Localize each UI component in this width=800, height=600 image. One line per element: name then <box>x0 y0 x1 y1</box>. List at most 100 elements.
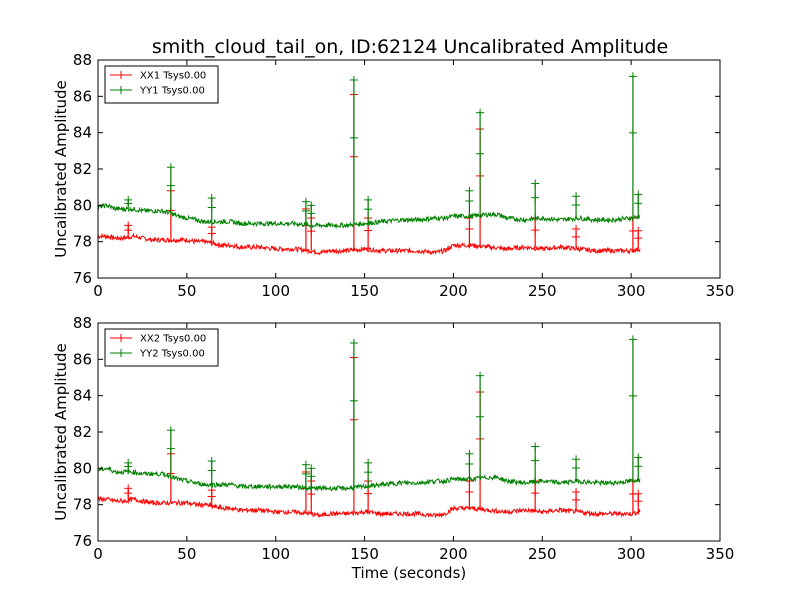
data-point-marker <box>465 487 474 496</box>
legend-label: XX1 Tsys0.00 <box>140 71 206 82</box>
y-tick-label: 80 <box>73 196 92 214</box>
data-point-marker <box>364 205 373 214</box>
series-xx <box>98 353 643 519</box>
data-point-marker <box>465 449 474 458</box>
data-point-marker <box>634 462 643 471</box>
data-point-marker <box>628 391 637 400</box>
data-point-marker <box>364 468 373 477</box>
data-point-marker <box>349 75 358 84</box>
data-point-marker <box>572 455 581 464</box>
chart-title: smith_cloud_tail_on, ID:62124 Uncalibrat… <box>152 36 668 58</box>
x-tick-label: 0 <box>93 282 103 300</box>
legend-entry: YY2 Tsys0.00 <box>110 349 205 360</box>
data-point-marker <box>301 197 310 206</box>
data-point-marker <box>531 226 540 235</box>
data-point-marker <box>364 458 373 467</box>
data-point-marker <box>207 229 216 238</box>
data-point-marker <box>531 442 540 451</box>
data-point-marker <box>465 196 474 205</box>
data-point-marker <box>572 192 581 201</box>
data-point-marker <box>349 133 358 142</box>
x-tick-label: 350 <box>706 282 735 300</box>
series-yy <box>98 72 643 230</box>
legend-label: YY2 Tsys0.00 <box>139 349 205 360</box>
y-tick-label: 86 <box>73 350 92 368</box>
data-point-marker <box>166 444 175 453</box>
y-tick-label: 88 <box>73 51 92 69</box>
series-line <box>98 232 641 256</box>
data-point-marker <box>124 226 133 235</box>
y-tick-label: 78 <box>73 233 92 251</box>
data-point-marker <box>364 195 373 204</box>
data-point-marker <box>476 412 485 421</box>
series-yy <box>98 335 643 492</box>
legend: XX2 Tsys0.00 YY2 Tsys0.00 <box>104 328 219 367</box>
x-tick-label: 300 <box>617 545 646 563</box>
data-point-marker <box>572 495 581 504</box>
x-tick-label: 150 <box>350 545 379 563</box>
subplot-bottom: 0 50 100 150 200 250 300 350 76 78 80 82 84 86 88Uncal… <box>52 314 734 582</box>
data-point-marker <box>124 462 133 471</box>
data-point-marker <box>349 338 358 347</box>
subplot-top: 0 50 100 150 200 250 300 350 76 78 80 82 84 86 88Uncal… <box>52 51 734 300</box>
y-tick-label: 76 <box>73 532 92 550</box>
y-axis-label: Uncalibrated Amplitude <box>52 80 70 257</box>
data-point-marker <box>364 489 373 498</box>
y-tick-label: 82 <box>73 423 92 441</box>
data-point-marker <box>476 371 485 380</box>
data-point-marker <box>634 497 643 506</box>
legend-entry: XX2 Tsys0.00 <box>110 334 206 345</box>
data-point-marker <box>634 226 643 235</box>
y-tick-label: 80 <box>73 459 92 477</box>
data-point-marker <box>465 186 474 195</box>
legend-label: XX2 Tsys0.00 <box>140 334 206 345</box>
data-point-marker <box>572 201 581 210</box>
data-point-marker <box>207 203 216 212</box>
x-tick-label: 350 <box>706 545 735 563</box>
x-tick-label: 0 <box>93 545 103 563</box>
data-point-marker <box>465 224 474 233</box>
data-point-marker <box>634 489 643 498</box>
data-point-marker <box>207 457 216 466</box>
data-point-marker <box>307 464 316 473</box>
data-point-marker <box>364 226 373 235</box>
y-tick-label: 84 <box>73 124 92 142</box>
legend-entry: YY1 Tsys0.00 <box>110 86 205 97</box>
legend-box <box>104 328 219 367</box>
data-point-marker <box>307 201 316 210</box>
data-point-marker <box>307 490 316 499</box>
data-point-marker <box>572 224 581 233</box>
x-tick-label: 50 <box>177 282 196 300</box>
data-point-marker <box>166 163 175 172</box>
data-point-marker <box>124 199 133 208</box>
series-line <box>98 465 641 492</box>
data-point-marker <box>628 128 637 137</box>
data-point-marker <box>476 149 485 158</box>
x-tick-label: 100 <box>261 282 290 300</box>
data-point-marker <box>572 487 581 496</box>
x-tick-label: 200 <box>439 545 468 563</box>
data-point-marker <box>634 190 643 199</box>
x-tick-label: 250 <box>528 545 557 563</box>
data-point-marker <box>572 464 581 473</box>
data-point-marker <box>531 179 540 188</box>
series-line <box>98 495 641 519</box>
data-point-marker <box>124 489 133 498</box>
y-tick-label: 76 <box>73 269 92 287</box>
y-tick-label: 78 <box>73 496 92 514</box>
y-tick-label: 88 <box>73 314 92 332</box>
data-point-marker <box>628 335 637 344</box>
data-point-marker <box>301 206 310 215</box>
data-point-marker <box>465 459 474 468</box>
data-point-marker <box>301 460 310 469</box>
data-point-marker <box>531 193 540 202</box>
data-point-marker <box>476 108 485 117</box>
x-tick-label: 150 <box>350 282 379 300</box>
x-tick-label: 200 <box>439 282 468 300</box>
y-tick-label: 82 <box>73 160 92 178</box>
data-point-marker <box>301 469 310 478</box>
x-tick-label: 50 <box>177 545 196 563</box>
series-line <box>98 202 641 230</box>
x-tick-label: 100 <box>261 545 290 563</box>
